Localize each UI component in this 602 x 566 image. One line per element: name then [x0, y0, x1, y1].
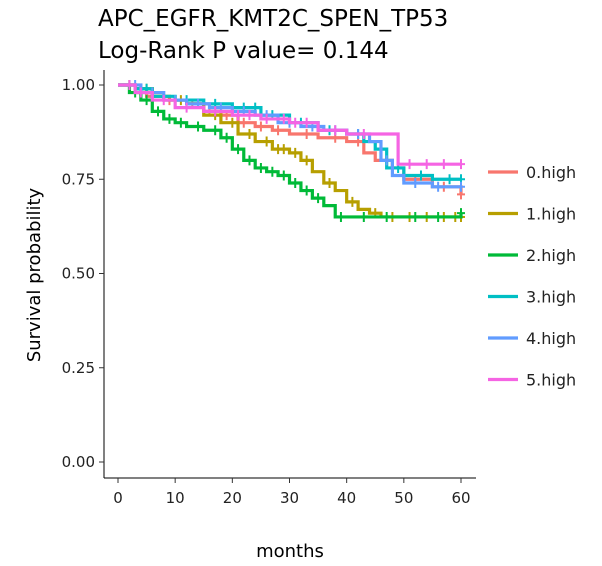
censor-mark [314, 193, 323, 204]
x-tick-label: 40 [337, 489, 356, 507]
censor-mark [182, 102, 191, 113]
censor-mark [279, 170, 288, 181]
censor-mark [234, 144, 243, 155]
legend: 0.high 1.high 2.high 3.high 4.high 5.high [488, 163, 576, 390]
censor-mark [256, 121, 265, 132]
censor-mark [336, 211, 345, 222]
legend-item-2.high: 2.high [488, 246, 576, 265]
censor-mark [302, 185, 311, 196]
censor-mark [302, 155, 311, 166]
plot-area [118, 80, 465, 222]
censor-mark [245, 110, 254, 121]
censor-mark [279, 113, 288, 124]
x-tick-label: 50 [394, 489, 413, 507]
censor-mark [457, 208, 465, 219]
legend-label: 2.high [526, 246, 576, 265]
legend-item-3.high: 3.high [488, 288, 576, 307]
censor-mark [274, 125, 283, 136]
y-tick-label: 0.25 [62, 359, 95, 377]
censor-mark [411, 211, 420, 222]
censor-mark [325, 178, 334, 189]
censor-mark [245, 155, 254, 166]
censor-mark [125, 80, 134, 90]
legend-label: 3.high [526, 288, 576, 307]
x-tick-label: 10 [166, 489, 185, 507]
legend-label: 5.high [526, 371, 576, 390]
x-axis-ticks: 0 10 20 30 40 50 60 [113, 478, 471, 507]
censor-mark [159, 95, 168, 106]
censor-mark [382, 155, 391, 166]
y-tick-label: 0.75 [62, 170, 95, 188]
legend-label: 1.high [526, 205, 576, 224]
censor-mark [262, 136, 271, 147]
censor-mark [405, 159, 414, 170]
censor-mark [222, 132, 231, 143]
censor-mark [234, 110, 243, 121]
x-tick-label: 0 [113, 489, 123, 507]
chart-title: APC_EGFR_KMT2C_SPEN_TP53 [98, 6, 448, 32]
censor-mark [302, 129, 311, 140]
censor-mark [291, 117, 300, 128]
survival-curve-4.high [118, 83, 461, 189]
censor-mark [331, 125, 340, 136]
censor-mark [457, 159, 465, 170]
legend-item-4.high: 4.high [488, 329, 576, 348]
censor-mark [211, 106, 220, 117]
censor-mark [291, 147, 300, 158]
censor-mark [382, 211, 391, 222]
x-axis-title: months [256, 541, 324, 562]
legend-label: 4.high [526, 329, 576, 348]
series-2.high [118, 83, 465, 222]
legend-item-5.high: 5.high [488, 371, 576, 390]
censor-mark [239, 117, 248, 128]
y-tick-label: 0.00 [62, 453, 95, 471]
censor-mark [256, 162, 265, 173]
censor-mark [211, 125, 220, 136]
censor-mark [439, 159, 448, 170]
survival-curve-5.high [118, 83, 461, 166]
x-tick-label: 20 [223, 489, 242, 507]
censor-mark [176, 117, 185, 128]
censor-mark [142, 95, 151, 106]
legend-label: 0.high [526, 163, 576, 182]
censor-mark [154, 106, 163, 117]
censor-mark [434, 211, 443, 222]
series-5.high [118, 80, 465, 170]
y-axis-ticks: 0.00 0.25 0.50 0.75 1.00 [62, 76, 104, 471]
x-tick-label: 30 [280, 489, 299, 507]
censor-mark [291, 178, 300, 189]
censor-mark [359, 129, 368, 140]
y-tick-label: 0.50 [62, 265, 95, 283]
censor-mark [348, 196, 357, 207]
chart-subtitle: Log-Rank P value= 0.144 [98, 38, 389, 64]
censor-mark [359, 211, 368, 222]
censor-mark [228, 117, 237, 128]
series-3.high [118, 80, 465, 185]
censor-mark [268, 166, 277, 177]
legend-item-0.high: 0.high [488, 163, 576, 182]
censor-mark [434, 181, 443, 192]
censor-mark [245, 129, 254, 140]
censor-mark [457, 181, 465, 192]
censor-mark [136, 87, 145, 98]
censor-mark [445, 174, 454, 185]
censor-mark [194, 121, 203, 132]
y-tick-label: 1.00 [62, 76, 95, 94]
censor-mark [416, 170, 425, 181]
x-tick-label: 60 [451, 489, 470, 507]
censor-mark [165, 113, 174, 124]
censor-mark [302, 117, 311, 128]
legend-item-1.high: 1.high [488, 205, 576, 224]
censor-mark [262, 113, 271, 124]
censor-mark [422, 159, 431, 170]
y-axis-title: Survival probability [24, 187, 45, 362]
censor-mark [279, 144, 288, 155]
censor-mark [411, 178, 420, 189]
